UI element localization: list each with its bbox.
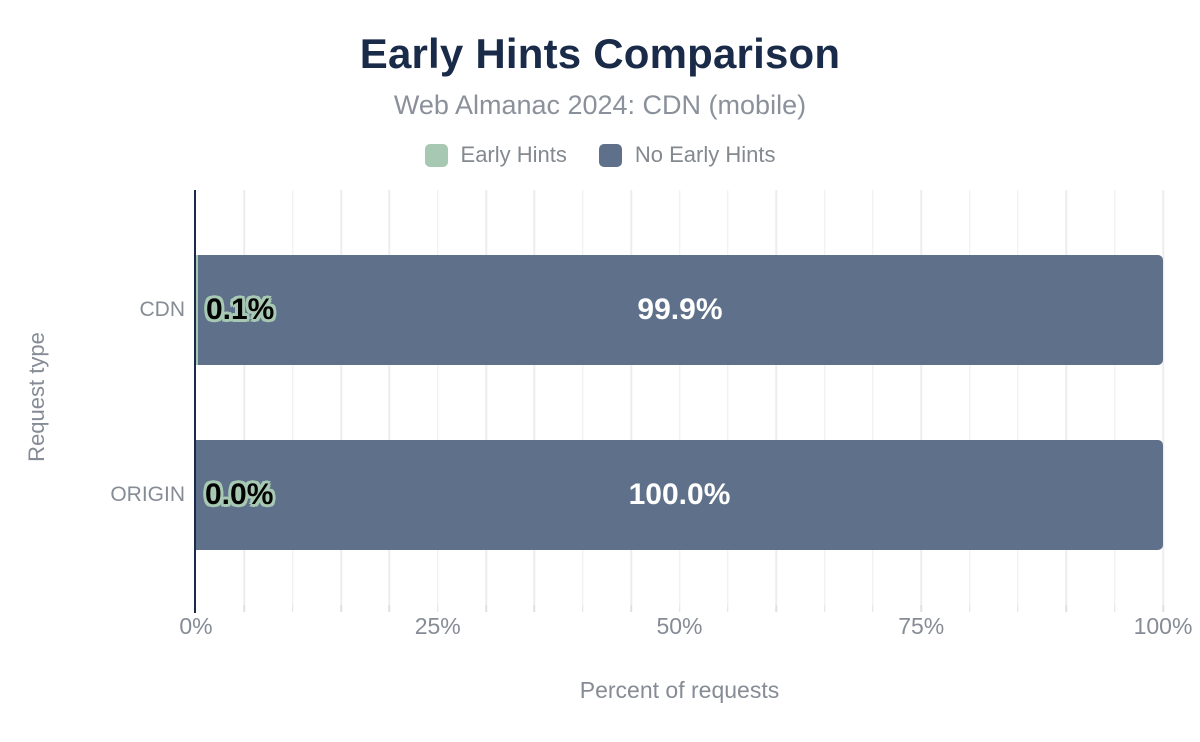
x-axis-tick <box>388 605 391 612</box>
x-axis-tick <box>291 605 294 612</box>
value-label-no-early-hints: 100.0% <box>628 478 731 511</box>
legend-item-early-hints: Early Hints <box>424 142 567 168</box>
x-axis-tick <box>1162 605 1164 612</box>
gridline <box>243 190 246 605</box>
legend-item-no-early-hints: No Early Hints <box>598 142 776 168</box>
gridline <box>678 190 681 605</box>
value-label-early-hints: 0.0% <box>205 478 274 511</box>
x-tick-label: 50% <box>656 613 703 639</box>
gridline <box>485 190 487 605</box>
x-axis-tick <box>533 605 536 612</box>
gridline <box>872 190 874 605</box>
value-label-no-early-hints: 99.9% <box>637 293 723 326</box>
x-tick-label: 100% <box>1133 613 1193 639</box>
gridline <box>727 190 729 605</box>
x-axis-tick <box>968 605 971 612</box>
legend: Early Hints No Early Hints <box>0 142 1200 168</box>
legend-label-no-early-hints: No Early Hints <box>634 142 776 167</box>
x-axis-tick <box>1065 605 1068 612</box>
category-label-cdn: CDN <box>139 298 186 321</box>
gridline <box>388 190 391 605</box>
x-tick-label: 0% <box>179 613 213 639</box>
gridline <box>533 190 536 605</box>
legend-label-early-hints: Early Hints <box>460 142 567 167</box>
x-axis-tick <box>437 605 439 612</box>
x-tick-label: 75% <box>898 613 945 639</box>
gridline <box>437 190 439 605</box>
legend-swatch-no-early-hints-icon <box>598 143 622 167</box>
legend-swatch-early-hints-icon <box>424 143 448 167</box>
category-label-origin: ORIGIN <box>110 483 185 506</box>
value-label-early-hints: 0.1% <box>205 293 275 326</box>
gridline <box>823 190 826 605</box>
gridline <box>582 190 584 605</box>
x-axis-tick <box>872 605 874 612</box>
x-axis-tick <box>582 605 584 612</box>
x-axis-tick <box>920 605 922 612</box>
x-tick-label: 25% <box>414 613 461 639</box>
x-axis-tick <box>340 605 342 612</box>
x-axis-tick <box>630 605 632 612</box>
gridline <box>291 190 294 605</box>
x-axis-tick <box>243 605 246 612</box>
bar-segment-no-early-hints <box>196 255 1163 365</box>
gridline <box>340 190 342 605</box>
x-axis-title: Percent of requests <box>579 677 780 703</box>
chart-subtitle: Web Almanac 2024: CDN (mobile) <box>393 90 807 120</box>
y-axis-title: Request type <box>24 332 49 462</box>
bar-row-origin: 0.0% 100.0% ORIGIN <box>110 440 1163 550</box>
x-axis-tick <box>485 605 487 612</box>
gridline <box>1113 190 1116 605</box>
chart-title: Early Hints Comparison <box>359 30 841 77</box>
bar-segment-no-early-hints <box>196 440 1163 550</box>
x-axis-tick <box>1113 605 1116 612</box>
gridline <box>630 190 632 605</box>
gridline <box>968 190 971 605</box>
gridline <box>920 190 922 605</box>
y-axis-line <box>193 190 196 613</box>
bar-segment-early-hints <box>196 255 198 365</box>
x-axis-tick <box>823 605 826 612</box>
gridline <box>1017 190 1019 605</box>
x-axis-tick <box>727 605 729 612</box>
plot-area: 0.1% 99.9% CDN 0.0% 100.0% ORIGIN <box>110 190 1164 613</box>
x-axis-tick <box>1017 605 1019 612</box>
gridline <box>1162 190 1164 605</box>
x-axis-tick <box>678 605 681 612</box>
x-axis-tick <box>775 605 777 612</box>
gridline <box>1065 190 1068 605</box>
bar-row-cdn: 0.1% 99.9% CDN <box>140 255 1163 365</box>
x-tick-labels: 0% 25% 50% 75% 100% <box>179 613 1192 645</box>
gridline <box>775 190 777 605</box>
